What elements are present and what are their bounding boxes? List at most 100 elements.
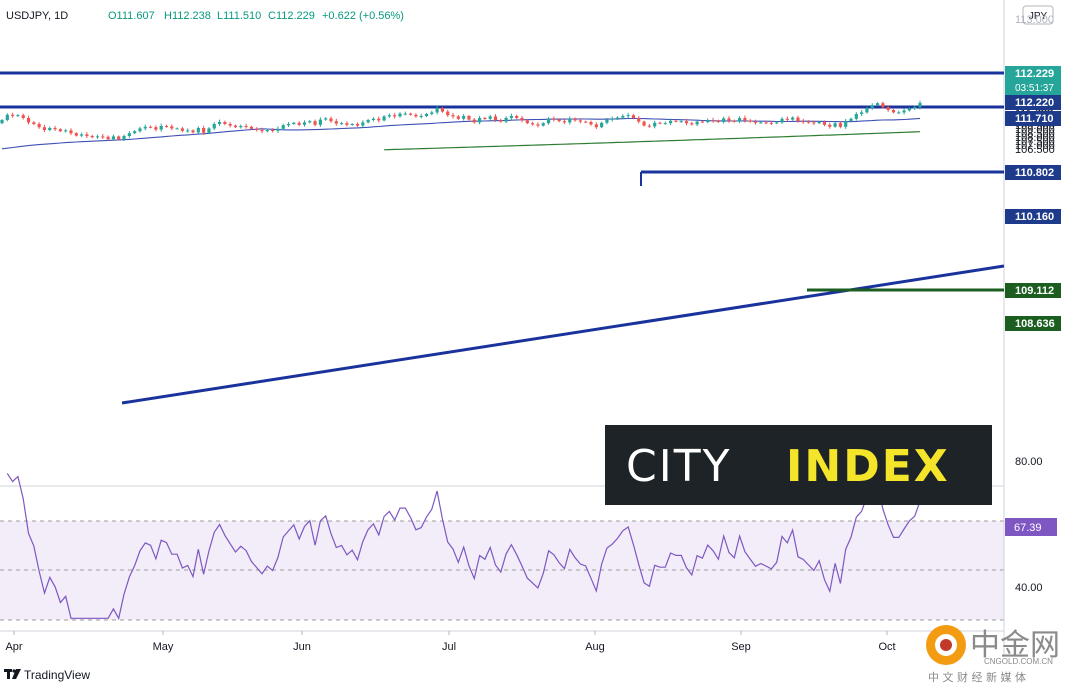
currency-button-label[interactable]: JPY <box>1029 11 1048 22</box>
candle-body <box>117 136 121 140</box>
candle <box>69 128 73 136</box>
candle <box>546 117 551 125</box>
candle <box>552 116 556 122</box>
candle-body <box>907 108 911 111</box>
watermark-box <box>605 425 992 505</box>
candle <box>875 102 880 107</box>
candle-body <box>743 118 747 121</box>
candle <box>16 114 20 117</box>
candle-body <box>706 120 710 122</box>
level-label-box <box>1005 165 1061 180</box>
change-value: +0.622 (+0.56%) <box>322 10 404 22</box>
candle-countdown: 03:51:37 <box>1015 83 1054 94</box>
candle <box>122 134 126 141</box>
candle <box>371 117 376 122</box>
candle-body <box>148 126 153 128</box>
candle <box>21 113 25 120</box>
candle <box>382 115 386 122</box>
currency-button-box[interactable] <box>1022 5 1054 25</box>
candle <box>669 118 673 126</box>
candle <box>716 119 720 123</box>
tradingview-icon-dot <box>12 669 16 673</box>
candle <box>483 116 487 120</box>
candle-body <box>101 136 105 138</box>
candle <box>886 105 890 112</box>
candle <box>350 123 354 126</box>
candle <box>127 131 131 138</box>
candle <box>737 116 742 124</box>
candle-body <box>679 121 683 123</box>
candle <box>780 117 784 124</box>
candle-body <box>897 112 901 114</box>
watermark-brand-left: CITY <box>626 441 731 492</box>
price-tick: 107.500 <box>1015 136 1055 148</box>
candle <box>424 112 429 117</box>
candle <box>743 115 747 123</box>
candle-body <box>875 103 880 106</box>
symbol-label[interactable]: USDJPY, 1D <box>6 10 68 22</box>
candle-body <box>690 123 694 125</box>
candle <box>615 116 620 120</box>
candle <box>318 117 322 127</box>
candle <box>148 125 153 129</box>
candle-body <box>653 122 657 127</box>
candle-body <box>663 123 667 125</box>
candle-body <box>488 116 492 119</box>
candle <box>600 121 604 129</box>
candle-body <box>424 114 429 116</box>
candle-body <box>700 121 705 123</box>
candle-body <box>366 120 370 123</box>
candle <box>541 122 545 127</box>
candle-body <box>695 121 699 125</box>
candle-body <box>408 113 413 115</box>
level-label-box <box>1005 316 1061 331</box>
candle-body <box>791 117 795 120</box>
candle-body <box>769 122 774 124</box>
tradingview-footer[interactable]: TradingView <box>4 668 90 682</box>
candle-body <box>838 123 842 127</box>
candle <box>313 119 317 127</box>
sma-50-line <box>1 117 921 150</box>
candle-body <box>722 118 726 122</box>
candle <box>679 119 683 123</box>
candle-body <box>308 121 312 123</box>
rsi-current-label: 67.39 <box>1005 518 1057 536</box>
candle-body <box>69 130 73 134</box>
time-tick: Oct <box>878 641 895 653</box>
candle <box>700 120 705 123</box>
candle-body <box>212 124 216 129</box>
candle <box>594 122 598 130</box>
candle <box>302 120 307 127</box>
cngold-logo-tagline: 中 文 财 经 新 媒 体 <box>928 670 1026 684</box>
rising-trendline[interactable] <box>121 264 1005 405</box>
close-value: C112.229 <box>268 10 315 22</box>
candle-body <box>42 127 47 130</box>
city-index-watermark: CITY INDEX <box>605 425 992 505</box>
candle-body <box>870 105 874 108</box>
candle-body <box>594 124 598 128</box>
candle-body <box>737 118 742 122</box>
candle <box>589 120 593 126</box>
candle-body <box>541 123 545 126</box>
level-label-text: 108.636 <box>1015 318 1055 330</box>
candle <box>58 128 62 133</box>
candle <box>48 126 52 132</box>
price-tick: 108.000 <box>1015 132 1055 144</box>
candle <box>244 123 248 129</box>
candle-body <box>377 118 381 121</box>
candle <box>870 103 874 110</box>
level-label-text: 109.112 <box>1015 285 1054 297</box>
candle <box>695 119 699 127</box>
cngold-logo-url: CNGOLD.COM.CN <box>984 657 1053 666</box>
candle-body <box>775 122 779 124</box>
sma-200-line <box>384 131 921 151</box>
candle-body <box>780 118 784 123</box>
candle-body <box>669 120 673 124</box>
candle-body <box>48 128 52 130</box>
time-axis[interactable]: Apr May Jun Jul Aug Sep Oct <box>5 631 896 653</box>
tradingview-label[interactable]: TradingView <box>24 668 90 682</box>
candle-body <box>499 120 503 122</box>
candle-body <box>610 118 614 120</box>
currency-button[interactable]: JPY <box>1022 5 1054 25</box>
